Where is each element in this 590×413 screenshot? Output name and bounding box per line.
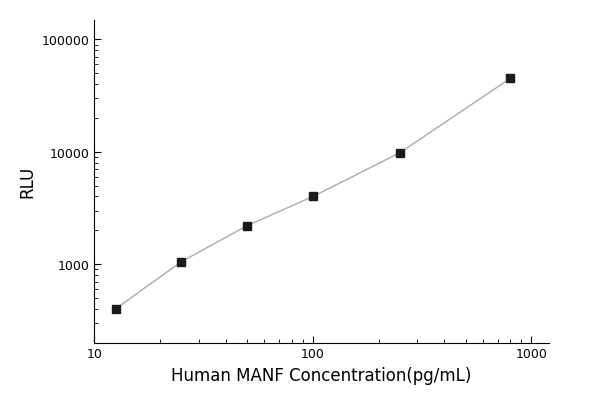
Y-axis label: RLU: RLU — [18, 166, 36, 198]
X-axis label: Human MANF Concentration(pg/mL): Human MANF Concentration(pg/mL) — [171, 366, 472, 384]
